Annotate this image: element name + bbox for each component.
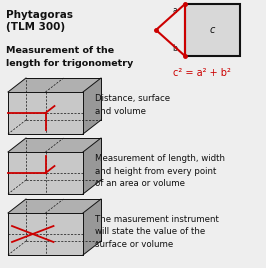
Text: Measurement of the
length for trigonometry: Measurement of the length for trigonomet… — [6, 46, 133, 68]
Text: c² = a² + b²: c² = a² + b² — [173, 68, 231, 78]
Polygon shape — [8, 92, 83, 134]
Polygon shape — [83, 199, 101, 255]
Polygon shape — [8, 138, 101, 152]
Text: The masurement instrument
will state the value of the
surface or volume: The masurement instrument will state the… — [95, 215, 219, 249]
Text: Measurement of length, width
and height from every point
of an area or volume: Measurement of length, width and height … — [95, 154, 225, 188]
Polygon shape — [8, 213, 83, 255]
Text: Phytagoras: Phytagoras — [6, 10, 73, 20]
Bar — [185, 4, 240, 56]
Polygon shape — [8, 199, 101, 213]
Polygon shape — [83, 78, 101, 134]
Polygon shape — [83, 138, 101, 194]
Text: Distance, surface
and volume: Distance, surface and volume — [95, 94, 170, 116]
Text: c: c — [210, 25, 215, 35]
Text: a: a — [172, 6, 177, 15]
Text: (TLM 300): (TLM 300) — [6, 22, 65, 32]
Polygon shape — [8, 78, 101, 92]
Polygon shape — [8, 152, 83, 194]
Text: b: b — [172, 44, 177, 53]
